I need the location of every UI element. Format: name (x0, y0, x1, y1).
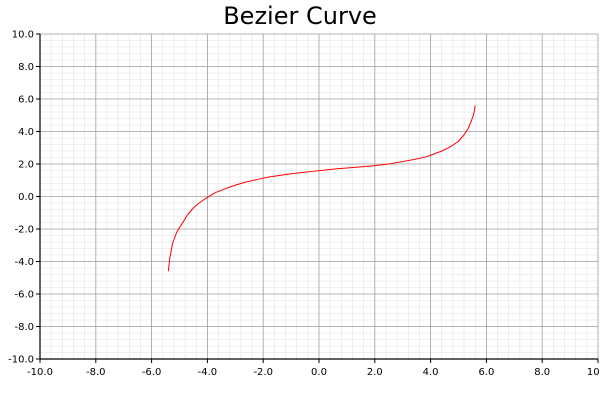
y-tick-label: 0.0 (18, 192, 34, 203)
x-tick-label: 10.0 (587, 367, 600, 378)
x-tick-label: -2.0 (253, 367, 273, 378)
y-tick-label: 8.0 (18, 62, 34, 73)
y-tick-label: -2.0 (14, 225, 34, 236)
major-grid (39, 33, 599, 360)
y-tick-label: -10.0 (8, 355, 34, 366)
x-tick-label: -6.0 (142, 367, 162, 378)
x-tick-label: 8.0 (534, 367, 550, 378)
y-tick-label: 4.0 (18, 127, 34, 138)
ticks: -10.0 -8.0 -6.0 -4.0 -2.0 0.0 2.0 4.0 6.0 8.0 10.0… (8, 30, 600, 379)
x-tick-label: 0.0 (311, 367, 327, 378)
y-tick-label: 10.0 (12, 30, 34, 41)
y-tick-label: -4.0 (14, 257, 34, 268)
x-tick-label: 6.0 (478, 367, 494, 378)
x-tick-label: -8.0 (86, 367, 106, 378)
x-tick-label: -4.0 (198, 367, 218, 378)
series-line (167, 105, 476, 272)
series (167, 105, 476, 272)
x-tick-label: 4.0 (423, 367, 439, 378)
x-tick-label: 2.0 (367, 367, 383, 378)
y-tick-label: -8.0 (14, 322, 34, 333)
x-tick-label: -10.0 (27, 367, 53, 378)
y-tick-label: 6.0 (18, 95, 34, 106)
y-tick-label: 2.0 (18, 160, 34, 171)
y-tick-label: -6.0 (14, 290, 34, 301)
chart-title: Bezier Curve (223, 2, 377, 30)
